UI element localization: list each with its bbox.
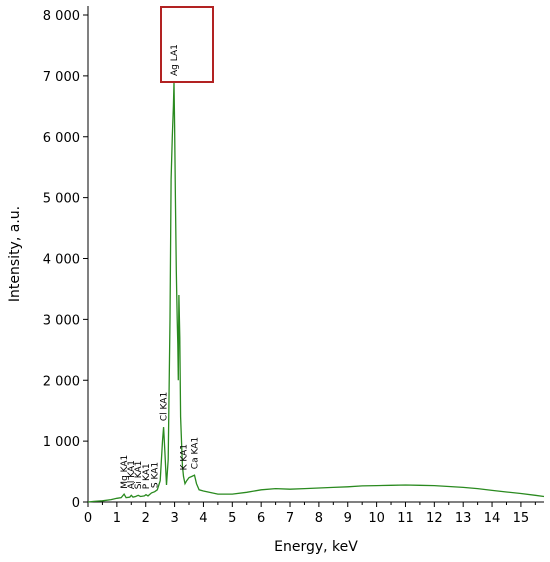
peak-label: Ca KA1 <box>191 437 201 469</box>
x-axis-title: Energy, keV <box>274 539 358 555</box>
peak-label: P KA1 <box>142 463 152 489</box>
y-axis-title: Intensity, a.u. <box>7 206 23 302</box>
x-tick-label: 9 <box>344 511 352 526</box>
y-tick-label: 4 000 <box>43 253 80 268</box>
x-tick-label: 7 <box>286 511 294 526</box>
y-tick-label: 8 000 <box>43 9 80 24</box>
x-tick-label: 1 <box>113 511 121 526</box>
x-tick-label: 11 <box>397 511 414 526</box>
peak-label: Si KA1 <box>134 461 144 490</box>
y-tick-label: 1 000 <box>43 435 80 450</box>
peak-label: Al KA1 <box>127 460 137 489</box>
peak-label: S KA1 <box>151 462 161 488</box>
peak-label: Cl KA1 <box>160 392 170 421</box>
x-tick-label: 13 <box>455 511 472 526</box>
x-tick-label: 6 <box>257 511 265 526</box>
x-tick-label: 3 <box>170 511 178 526</box>
x-tick-label: 8 <box>315 511 323 526</box>
y-tick-label: 0 <box>72 496 80 511</box>
y-tick-label: 2 000 <box>43 374 80 389</box>
y-tick-label: 3 000 <box>43 313 80 328</box>
spectrum-series-line <box>87 81 545 503</box>
x-tick-label: 4 <box>199 511 207 526</box>
y-tick-label: 6 000 <box>43 131 80 146</box>
y-tick-label: 5 000 <box>43 192 80 207</box>
x-axis-ticks: 0 1 2 3 4 5 6 7 8 9 10 11 12 13 14 15 <box>84 502 536 526</box>
y-axis-ticks: 0 1 000 2 000 3 000 4 000 5 000 6 000 7 000 8 00… <box>43 9 88 511</box>
x-tick-label: 2 <box>142 511 150 526</box>
x-tick-label: 14 <box>484 511 501 526</box>
x-tick-label: 10 <box>368 511 385 526</box>
x-tick-label: 15 <box>513 511 530 526</box>
x-tick-label: 0 <box>84 511 92 526</box>
ag-peak-highlight-box <box>160 6 214 83</box>
peak-label: K KA1 <box>180 444 190 470</box>
y-tick-label: 7 000 <box>43 70 80 85</box>
axes <box>87 6 544 503</box>
peak-label: Mg KA1 <box>120 455 130 489</box>
peak-label: Ag LA1 <box>170 44 180 76</box>
x-tick-label: 12 <box>426 511 443 526</box>
x-tick-label: 5 <box>228 511 236 526</box>
